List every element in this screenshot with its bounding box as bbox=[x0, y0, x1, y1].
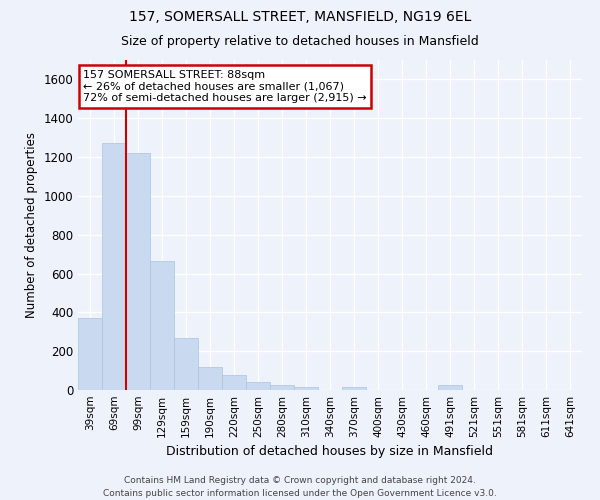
Bar bbox=[151, 261, 173, 390]
Bar bbox=[439, 385, 461, 390]
Bar bbox=[127, 153, 149, 390]
Bar bbox=[175, 338, 197, 390]
Bar bbox=[295, 387, 317, 390]
Bar bbox=[343, 387, 365, 390]
Y-axis label: Number of detached properties: Number of detached properties bbox=[25, 132, 38, 318]
Bar bbox=[223, 376, 245, 390]
Text: 157, SOMERSALL STREET, MANSFIELD, NG19 6EL: 157, SOMERSALL STREET, MANSFIELD, NG19 6… bbox=[129, 10, 471, 24]
Bar bbox=[271, 385, 293, 390]
Text: Size of property relative to detached houses in Mansfield: Size of property relative to detached ho… bbox=[121, 35, 479, 48]
Text: Contains HM Land Registry data © Crown copyright and database right 2024.
Contai: Contains HM Land Registry data © Crown c… bbox=[103, 476, 497, 498]
Bar bbox=[79, 318, 101, 390]
Bar bbox=[199, 366, 221, 390]
X-axis label: Distribution of detached houses by size in Mansfield: Distribution of detached houses by size … bbox=[167, 446, 493, 458]
Bar bbox=[247, 382, 269, 390]
Bar bbox=[103, 144, 125, 390]
Text: 157 SOMERSALL STREET: 88sqm
← 26% of detached houses are smaller (1,067)
72% of : 157 SOMERSALL STREET: 88sqm ← 26% of det… bbox=[83, 70, 367, 103]
